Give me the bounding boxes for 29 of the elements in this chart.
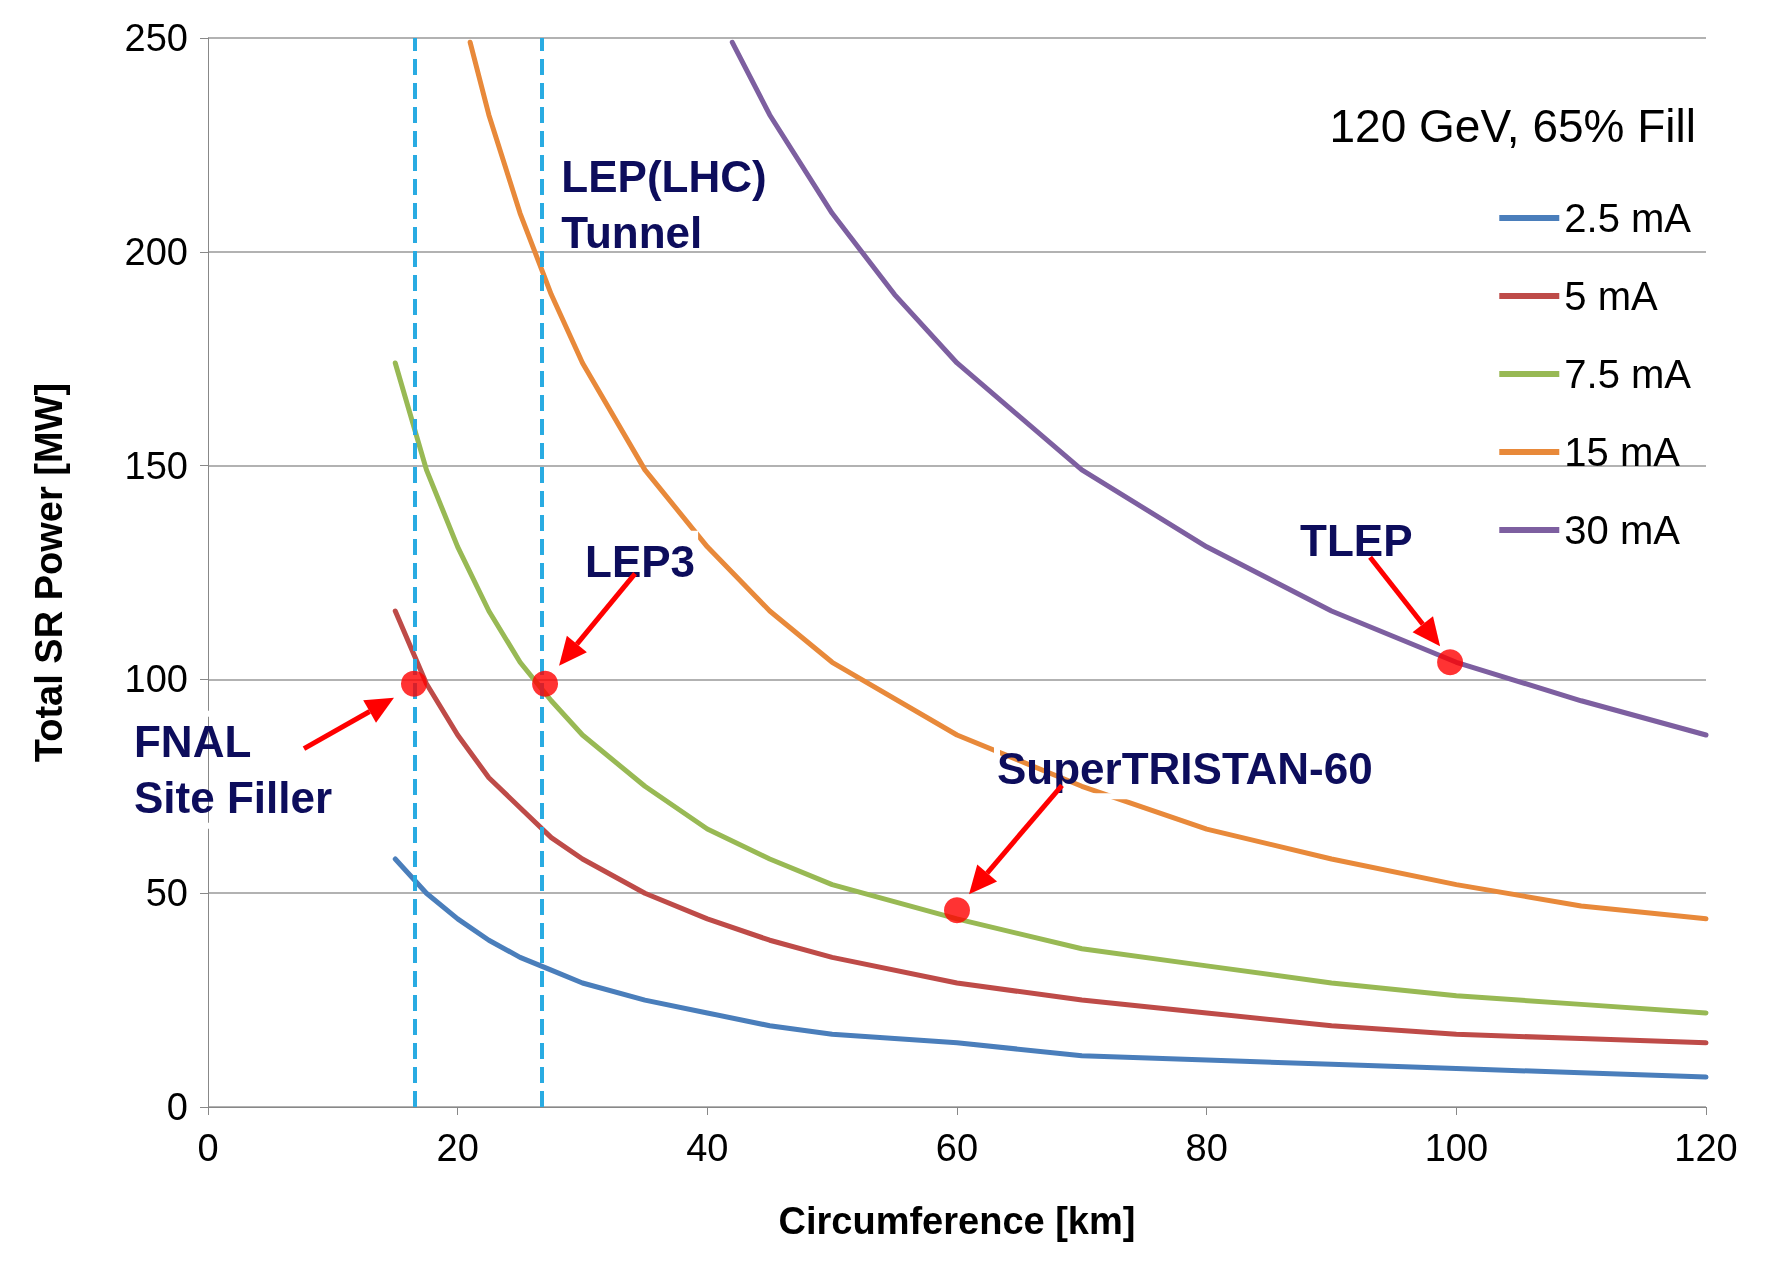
x-tick-label: 40 bbox=[686, 1127, 729, 1169]
x-tick-label: 0 bbox=[197, 1127, 219, 1169]
y-tick-label: 200 bbox=[124, 230, 188, 273]
annotation: TLEP bbox=[1300, 515, 1413, 565]
annotation: FNAL Site Filler bbox=[133, 717, 333, 823]
x-tick-label: 100 bbox=[1424, 1127, 1489, 1169]
legend-label: 2.5 mA bbox=[1564, 196, 1692, 240]
point bbox=[944, 897, 970, 924]
x-axis-title: Circumference [km] bbox=[778, 1200, 1136, 1242]
y-tick-label: 150 bbox=[124, 444, 188, 487]
x-tick-label: 120 bbox=[1674, 1127, 1738, 1169]
y-tick-label: 250 bbox=[124, 17, 188, 59]
legend-label: 15 mA bbox=[1564, 430, 1681, 474]
legend-title: 120 GeV, 65% Fill bbox=[1329, 100, 1697, 152]
x-tick-label: 20 bbox=[436, 1127, 479, 1169]
legend-label: 30 mA bbox=[1564, 508, 1681, 552]
x-tick-label: 60 bbox=[935, 1127, 979, 1169]
y-tick-label: 50 bbox=[145, 872, 188, 915]
y-tick-label: 100 bbox=[124, 658, 188, 701]
point bbox=[401, 670, 427, 697]
annotation: LEP3 bbox=[585, 537, 696, 587]
point bbox=[1437, 649, 1464, 676]
point bbox=[532, 670, 559, 697]
legend-label: 5 mA bbox=[1564, 274, 1658, 318]
y-tick-label: 0 bbox=[166, 1086, 188, 1128]
ref-line-label: LEP(LHC) Tunnel bbox=[561, 151, 767, 257]
x-tick-label: 80 bbox=[1185, 1127, 1228, 1169]
legend-label: 7.5 mA bbox=[1564, 352, 1692, 396]
y-axis-title: Total SR Power [MW] bbox=[28, 382, 70, 763]
